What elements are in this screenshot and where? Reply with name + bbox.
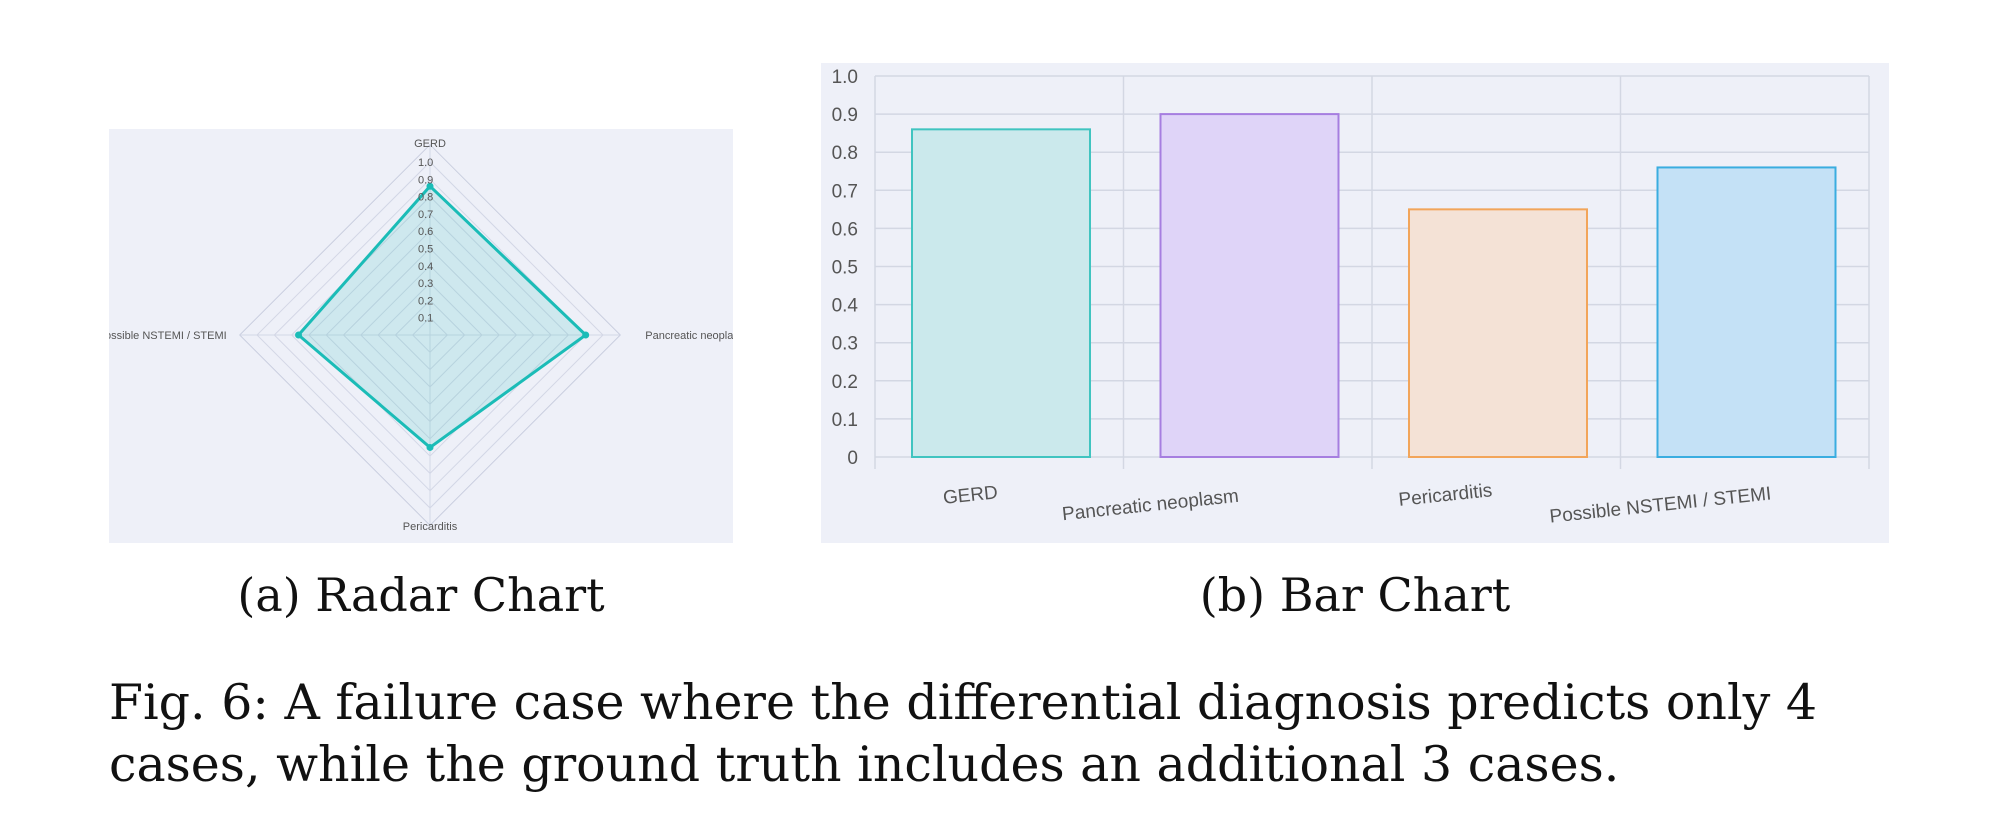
bar-y-tick-label: 0.1 <box>832 410 858 431</box>
radar-tick-label: 0.8 <box>418 192 433 204</box>
radar-data-point <box>295 331 303 339</box>
radar-chart: 0.1 0.2 0.3 0.4 0.5 0.6 0.7 0.8 0.9 1.0 GERD Pancre… <box>98 138 748 533</box>
radar-tick-label: 0.2 <box>418 295 433 307</box>
bar-x-tick-label: GERD <box>942 482 999 509</box>
bar-y-tick-label: 0.6 <box>832 219 858 240</box>
radar-tick-label: 1.0 <box>418 157 433 169</box>
bar-y-tick-label: 0.4 <box>832 296 859 317</box>
radar-tick-label: 0.5 <box>418 244 433 256</box>
bar-y-tick-label: 0.5 <box>832 258 858 279</box>
radar-series-area <box>296 184 589 450</box>
bar-y-tick-label: 1.0 <box>832 67 858 88</box>
bar-y-tick-label: 0 <box>847 448 858 469</box>
radar-tick-label: 0.1 <box>418 313 433 325</box>
bar-x-tick-label: Pericarditis <box>1398 480 1494 511</box>
bar-y-tick-label: 0.9 <box>832 105 858 126</box>
figure-caption: Fig. 6: A failure case where the differe… <box>109 674 1818 793</box>
bar <box>1159 113 1340 458</box>
bar-chart-panel: 0 0.1 0.2 0.3 0.4 0.5 0.6 0.7 0.8 0.9 1.0 GERD Pancr… <box>821 63 1889 543</box>
radar-tick-label: 0.3 <box>418 278 433 290</box>
bar-x-tick-label: Pancreatic neoplasm <box>1061 486 1240 525</box>
bar-x-tick-label: Possible NSTEMI / STEMI <box>1549 483 1773 527</box>
radar-data-point <box>426 182 434 190</box>
bar <box>911 128 1091 458</box>
bar-y-tick-label: 0.3 <box>832 334 858 355</box>
bar <box>1656 166 1837 458</box>
bar-y-tick-label: 0.2 <box>832 372 858 393</box>
radar-data-point <box>582 331 590 339</box>
radar-category-label: Pancreatic neoplasm <box>645 330 733 342</box>
bar <box>1408 208 1588 458</box>
bar-y-tick-label: 0.7 <box>832 181 858 202</box>
radar-tick-label: 0.9 <box>418 174 433 186</box>
bar-chart: 0 0.1 0.2 0.3 0.4 0.5 0.6 0.7 0.8 0.9 1.0 GERD Pancr… <box>832 67 1870 528</box>
radar-tick-label: 0.7 <box>418 209 433 221</box>
subcaption-radar: (a) Radar Chart <box>237 568 605 622</box>
subcaption-bar: (b) Bar Chart <box>1199 568 1511 622</box>
bar-y-tick-label: 0.8 <box>832 143 858 164</box>
radar-category-label: Pericarditis <box>403 521 458 533</box>
radar-chart-panel: 0.1 0.2 0.3 0.4 0.5 0.6 0.7 0.8 0.9 1.0 GERD Pancre… <box>98 129 748 543</box>
radar-data-point <box>426 443 434 451</box>
radar-tick-label: 0.6 <box>418 226 433 238</box>
radar-category-label: Possible NSTEMI / STEMI <box>109 330 227 342</box>
radar-category-label: GERD <box>414 138 446 150</box>
radar-tick-label: 0.4 <box>418 261 433 273</box>
